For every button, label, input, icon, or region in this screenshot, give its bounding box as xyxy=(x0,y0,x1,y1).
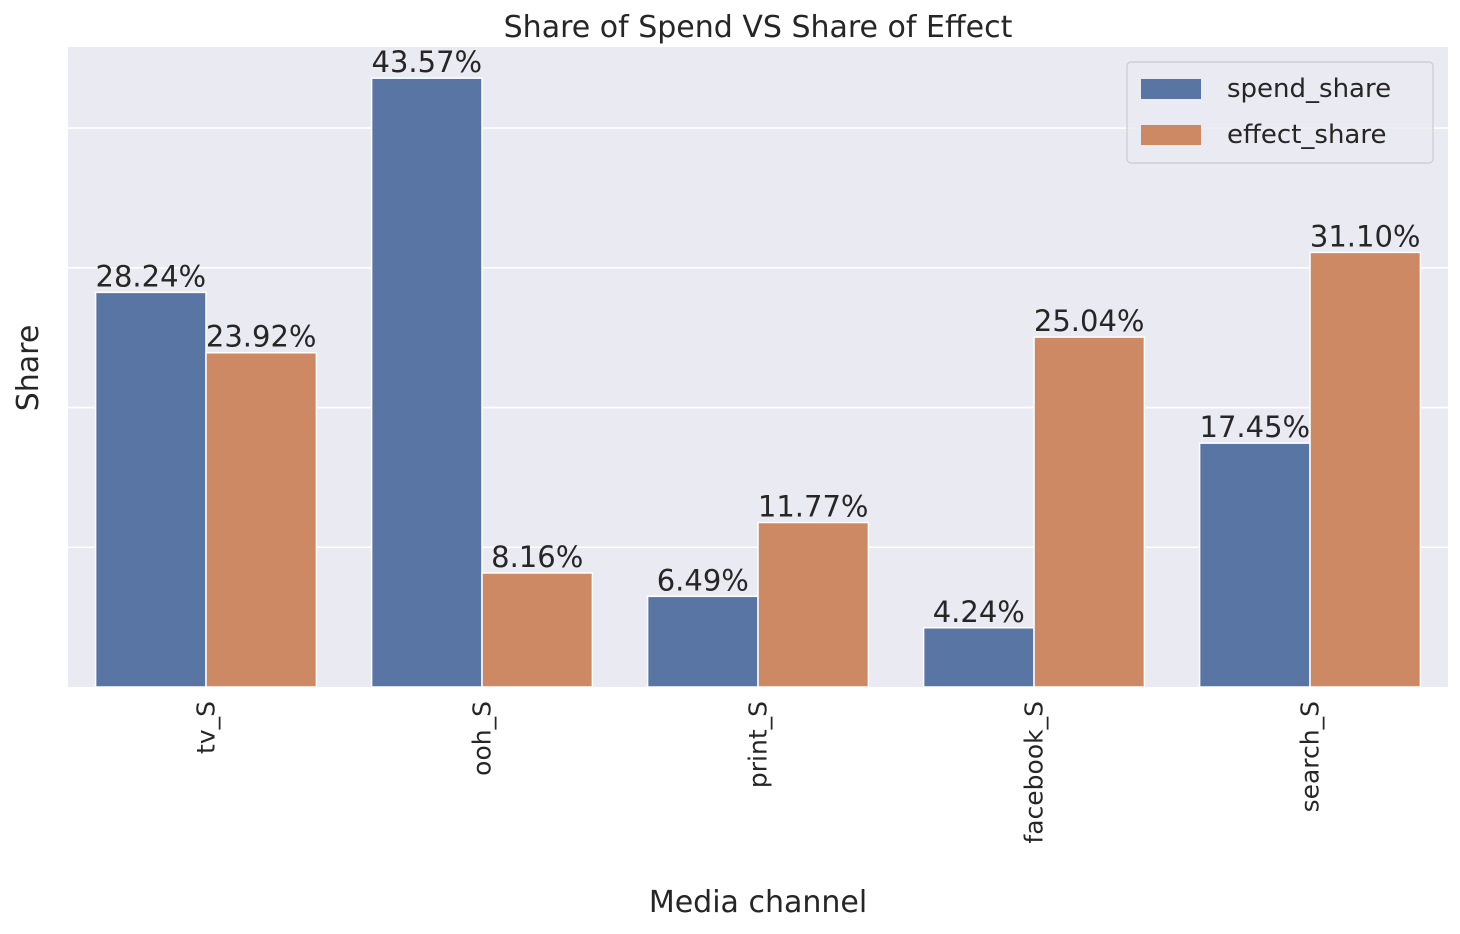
bar-label-effect_share-tv_S: 23.92% xyxy=(206,320,317,354)
bar-label-effect_share-ooh_S: 8.16% xyxy=(491,540,583,574)
legend-label-effect_share: effect_share xyxy=(1227,120,1386,150)
bar-spend_share-tv_S xyxy=(94,291,207,688)
legend: spend_share effect_share xyxy=(1126,61,1434,164)
legend-box xyxy=(1126,61,1434,164)
bar-label-effect_share-print_S: 11.77% xyxy=(758,490,869,524)
bar-effect_share-tv_S xyxy=(205,351,318,688)
bars xyxy=(94,77,1422,688)
bar-label-spend_share-facebook_S: 4.24% xyxy=(933,595,1025,629)
bar-label-effect_share-search_S: 31.10% xyxy=(1310,219,1421,253)
x-axis-ticks: tv_S ooh_S print_S facebook_S search_S xyxy=(192,701,1325,844)
bar-effect_share-facebook_S xyxy=(1033,336,1146,688)
bar-label-spend_share-tv_S: 28.24% xyxy=(96,259,207,293)
x-tick-label-facebook_S: facebook_S xyxy=(1020,701,1049,844)
bar-spend_share-facebook_S xyxy=(922,627,1035,688)
bar-value-labels: 28.24% 23.92% 43.57% 8.16% 6.49% 11.77% 4.24% 2… xyxy=(96,45,1421,629)
bar-spend_share-search_S xyxy=(1198,442,1311,688)
bar-effect_share-print_S xyxy=(757,521,870,688)
bar-label-effect_share-facebook_S: 25.04% xyxy=(1034,304,1145,338)
bar-effect_share-search_S xyxy=(1309,251,1422,688)
bar-label-spend_share-print_S: 6.49% xyxy=(657,563,749,597)
legend-swatch-spend_share xyxy=(1141,79,1201,99)
x-tick-label-search_S: search_S xyxy=(1296,701,1325,812)
y-axis-title: Share xyxy=(11,325,46,412)
bar-label-spend_share-ooh_S: 43.57% xyxy=(372,45,483,79)
x-tick-label-ooh_S: ooh_S xyxy=(468,701,497,776)
x-tick-label-print_S: print_S xyxy=(744,701,773,788)
bar-effect_share-ooh_S xyxy=(481,572,594,688)
chart-title: Share of Spend VS Share of Effect xyxy=(504,10,1013,45)
x-axis-title: Media channel xyxy=(649,885,867,920)
bar-spend_share-ooh_S xyxy=(370,77,483,688)
bar-spend_share-print_S xyxy=(646,595,759,688)
legend-swatch-effect_share xyxy=(1141,125,1201,145)
legend-label-spend_share: spend_share xyxy=(1227,74,1391,104)
bar-label-spend_share-search_S: 17.45% xyxy=(1200,410,1311,444)
x-tick-label-tv_S: tv_S xyxy=(192,701,221,754)
